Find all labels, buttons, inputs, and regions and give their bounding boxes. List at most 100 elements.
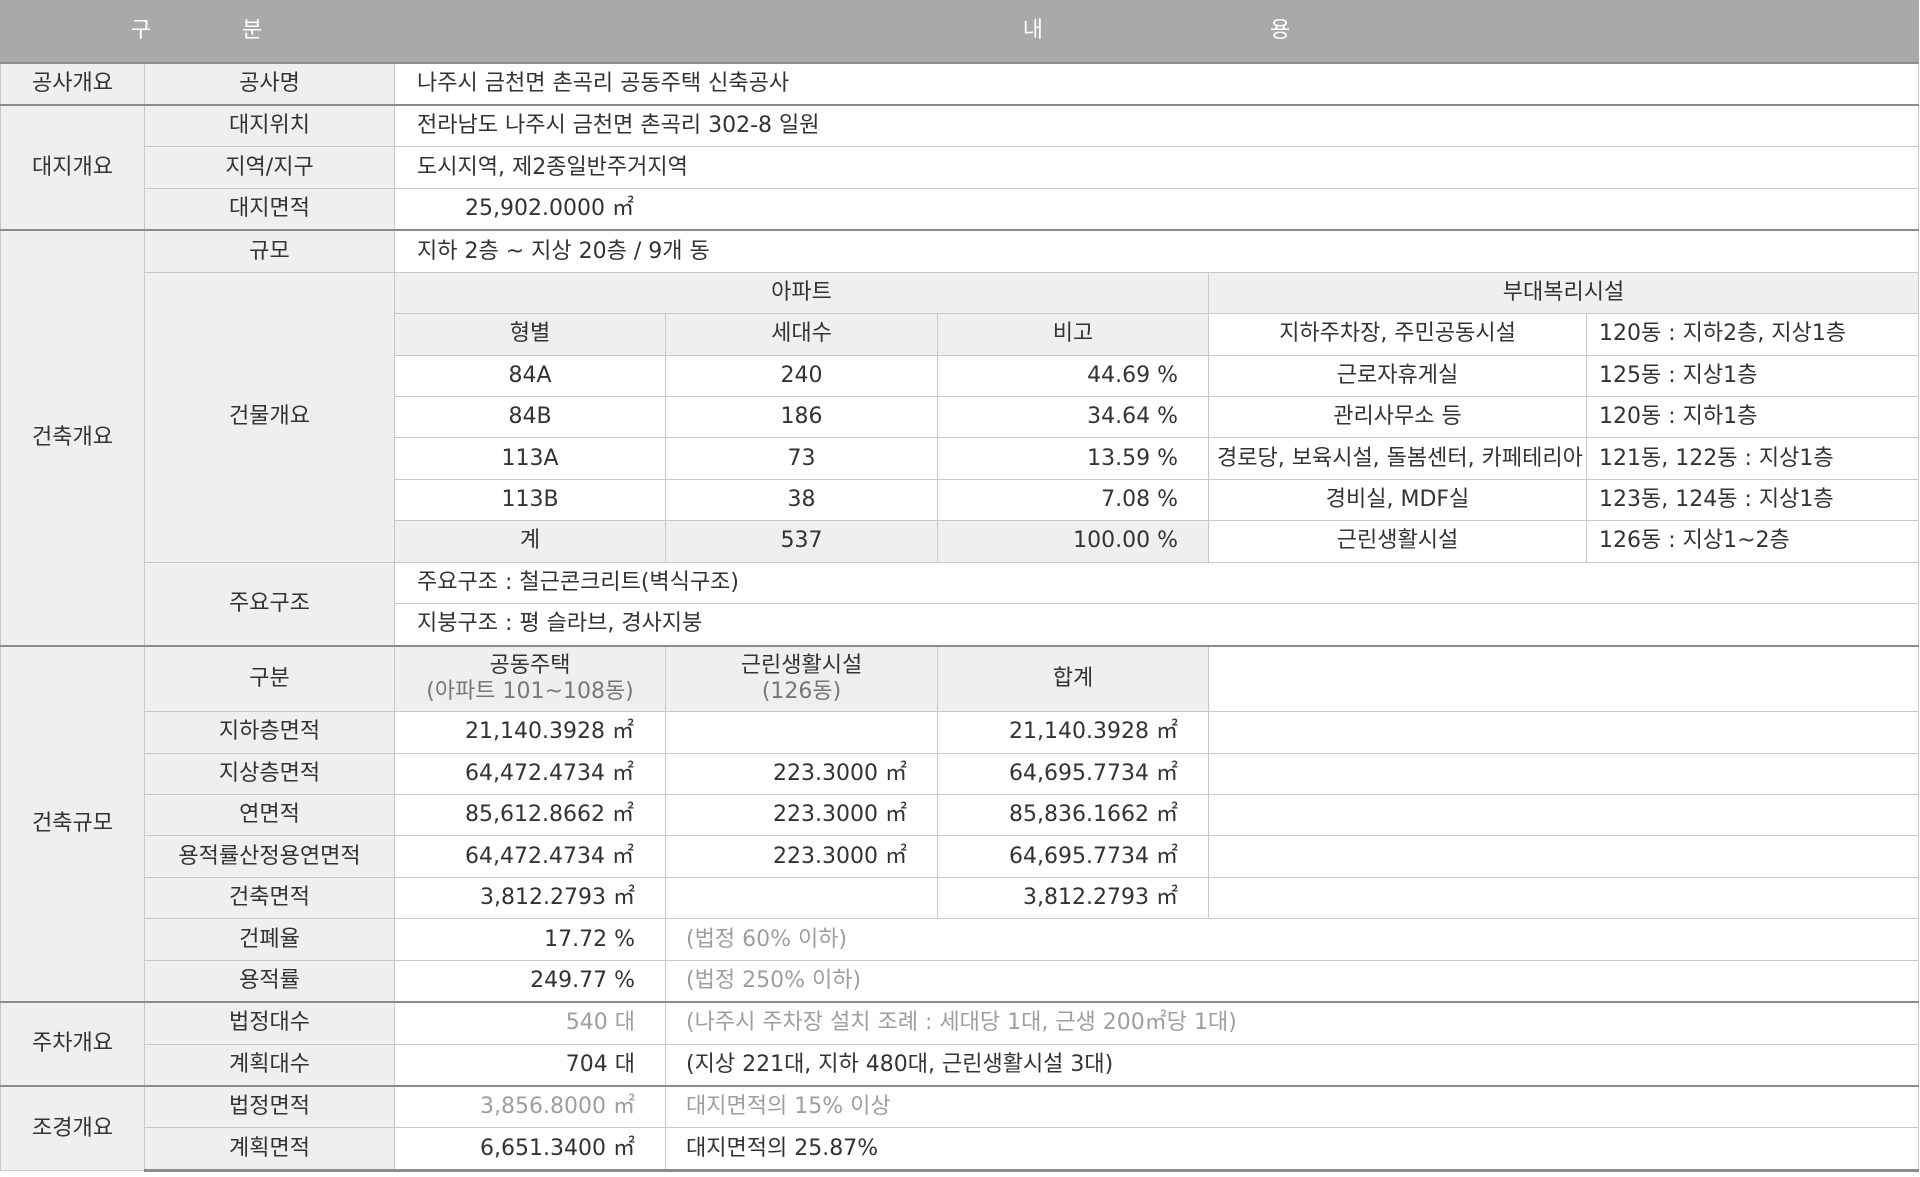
scale-empty-cell xyxy=(1208,644,1920,713)
scale-row-label: 건축면적 xyxy=(143,876,396,920)
scale-row: 건축면적 3,812.2793 ㎡ 3,812.2793 ㎡ xyxy=(1,876,1920,920)
site-area-row: 대지면적 25,902.0000 ㎡ xyxy=(1,187,1920,231)
unit-column-header-row: 형별 세대수 비고 지하주차장, 주민공동시설 120동 : 지하2층, 지상1… xyxy=(1,313,1920,356)
header-category: 구 분 xyxy=(0,0,396,64)
unit-type: 113B xyxy=(394,478,667,522)
unit-households: 240 xyxy=(665,354,939,398)
site-area-value: 25,902.0000 ㎡ xyxy=(394,187,1920,231)
unit-ratio: 7.08 % xyxy=(937,478,1210,522)
structure-main-value: 주요구조 : 철근콘크리트(벽식구조) xyxy=(394,561,1920,605)
landscape-plan-note: 대지면적의 25.87% xyxy=(665,1127,1920,1172)
unit-row: 84B 186 34.64 % 관리사무소 등 120동 : 지하1층 xyxy=(1,395,1920,439)
far-label: 용적률 xyxy=(143,959,396,1003)
unit-ratio: 34.64 % xyxy=(937,395,1210,439)
note-column-header: 비고 xyxy=(937,313,1210,356)
project-name-value: 나주시 금천면 촌곡리 공동주택 신축공사 xyxy=(394,61,1920,106)
coverage-note: (법정 60% 이하) xyxy=(665,918,1920,961)
apartment-header: 아파트 xyxy=(394,271,1210,315)
scale-col-label: 구분 xyxy=(143,644,396,713)
site-location-label: 대지위치 xyxy=(143,104,396,148)
scale-housing-value: 85,612.8662 ㎡ xyxy=(394,794,667,837)
site-zone-label: 지역/지구 xyxy=(143,146,396,189)
scale-row: 지하층면적 21,140.3928 ㎡ 21,140.3928 ㎡ xyxy=(1,711,1920,754)
coverage-value: 17.72 % xyxy=(394,918,667,961)
scale-empty-cell xyxy=(1208,794,1920,837)
project-name-label: 공사명 xyxy=(143,61,396,106)
unit-type: 84B xyxy=(394,395,667,439)
landscape-section-label: 조경개요 xyxy=(0,1085,145,1171)
scale-col-retail-title: 근린생활시설 xyxy=(740,652,863,678)
scale-header-row: 건축규모 구분 공동주택 (아파트 101~108동) 근린생활시설 (126동… xyxy=(0,644,1920,1003)
structure-roof-value: 지붕구조 : 평 슬라브, 경사지붕 xyxy=(394,603,1920,647)
header-content: 내 용 xyxy=(394,0,1920,64)
table-header-row: 구 분 내 용 xyxy=(0,0,1920,64)
scale-col-retail-sub: (126동) xyxy=(761,678,842,704)
facility-floors: 120동 : 지하2층, 지상1층 xyxy=(1586,313,1920,356)
site-location-row: 대지개요 대지위치 전라남도 나주시 금천면 촌곡리 302-8 일원 xyxy=(0,104,1920,231)
parking-legal-value: 540 대 xyxy=(394,1001,667,1045)
scale-retail-value: 223.3000 ㎡ xyxy=(665,752,939,796)
construction-section-label: 공사개요 xyxy=(0,61,145,106)
scale-total-value: 21,140.3928 ㎡ xyxy=(937,711,1210,754)
parking-legal-row: 주차개요 법정대수 540 대 (나주시 주차장 설치 조례 : 세대당 1대,… xyxy=(0,1001,1920,1087)
parking-plan-note: (지상 221대, 지하 480대, 근린생활시설 3대) xyxy=(665,1043,1920,1087)
scale-section-label: 건축규모 xyxy=(0,644,145,1003)
parking-plan-row: 계획대수 704 대 (지상 221대, 지하 480대, 근린생활시설 3대) xyxy=(1,1043,1920,1087)
landscape-plan-row: 계획면적 6,651.3400 ㎡ 대지면적의 25.87% xyxy=(1,1127,1920,1172)
scale-col-retail: 근린생활시설 (126동) xyxy=(665,644,939,713)
scale-row-label: 지상층면적 xyxy=(143,752,396,796)
landscape-plan-label: 계획면적 xyxy=(143,1127,396,1172)
facility-floors: 126동 : 지상1~2층 xyxy=(1586,520,1920,563)
far-row: 용적률 249.77 % (법정 250% 이하) xyxy=(1,959,1920,1003)
scale-row: 지상층면적 64,472.4734 ㎡ 223.3000 ㎡ 64,695.77… xyxy=(1,752,1920,796)
scale-retail-value: 223.3000 ㎡ xyxy=(665,835,939,878)
facility-floors: 123동, 124동 : 지상1층 xyxy=(1586,478,1920,522)
facility-name: 관리사무소 등 xyxy=(1208,395,1588,439)
far-value: 249.77 % xyxy=(394,959,667,1003)
site-zone-value: 도시지역, 제2종일반주거지역 xyxy=(394,146,1920,189)
building-group-header-row: 건물개요 아파트 부대복리시설 xyxy=(1,271,1920,563)
scale-empty-cell xyxy=(1208,835,1920,878)
scale-row: 용적률산정용연면적 64,472.4734 ㎡ 223.3000 ㎡ 64,69… xyxy=(1,835,1920,878)
structure-roof-row: 지붕구조 : 평 슬라브, 경사지붕 xyxy=(1,603,1920,647)
facility-floors: 125동 : 지상1층 xyxy=(1586,354,1920,398)
arch-scale-row: 건축개요 규모 지하 2층 ~ 지상 20층 / 9개 동 xyxy=(0,229,1920,647)
scale-total-value: 85,836.1662 ㎡ xyxy=(937,794,1210,837)
scale-col-housing-sub: (아파트 101~108동) xyxy=(426,678,634,704)
facility-name: 경비실, MDF실 xyxy=(1208,478,1588,522)
scale-row-label: 용적률산정용연면적 xyxy=(143,835,396,878)
unit-households: 73 xyxy=(665,437,939,480)
scale-housing-value: 64,472.4734 ㎡ xyxy=(394,752,667,796)
parking-legal-note: (나주시 주차장 설치 조례 : 세대당 1대, 근생 200㎡당 1대) xyxy=(665,1001,1920,1045)
unit-type-column-header: 형별 xyxy=(394,313,667,356)
site-location-value: 전라남도 나주시 금천면 촌곡리 302-8 일원 xyxy=(394,104,1920,148)
arch-scale-value: 지하 2층 ~ 지상 20층 / 9개 동 xyxy=(394,229,1920,273)
unit-households: 186 xyxy=(665,395,939,439)
facility-name: 근린생활시설 xyxy=(1208,520,1588,563)
scale-housing-value: 64,472.4734 ㎡ xyxy=(394,835,667,878)
scale-row: 연면적 85,612.8662 ㎡ 223.3000 ㎡ 85,836.1662… xyxy=(1,794,1920,837)
parking-section-label: 주차개요 xyxy=(0,1001,145,1087)
facility-name: 근로자휴게실 xyxy=(1208,354,1588,398)
facility-header: 부대복리시설 xyxy=(1208,271,1920,315)
facility-floors: 121동, 122동 : 지상1층 xyxy=(1586,437,1920,480)
parking-plan-value: 704 대 xyxy=(394,1043,667,1087)
facility-floors: 120동 : 지하1층 xyxy=(1586,395,1920,439)
coverage-row: 건폐율 17.72 % (법정 60% 이하) xyxy=(1,918,1920,961)
landscape-legal-label: 법정면적 xyxy=(143,1085,396,1129)
unit-households: 38 xyxy=(665,478,939,522)
arch-scale-label: 규모 xyxy=(143,229,396,273)
unit-total-ratio: 100.00 % xyxy=(937,520,1210,563)
scale-total-value: 64,695.7734 ㎡ xyxy=(937,752,1210,796)
scale-retail-value: 223.3000 ㎡ xyxy=(665,794,939,837)
unit-total-label: 계 xyxy=(394,520,667,563)
unit-ratio: 13.59 % xyxy=(937,437,1210,480)
scale-retail-value xyxy=(665,711,939,754)
scale-housing-value: 21,140.3928 ㎡ xyxy=(394,711,667,754)
construction-row: 공사개요 공사명 나주시 금천면 촌곡리 공동주택 신축공사 xyxy=(0,61,1920,106)
structure-label: 주요구조 xyxy=(143,561,396,647)
architecture-section-label: 건축개요 xyxy=(0,229,145,647)
structure-main-row: 주요구조 주요구조 : 철근콘크리트(벽식구조) xyxy=(1,561,1920,647)
